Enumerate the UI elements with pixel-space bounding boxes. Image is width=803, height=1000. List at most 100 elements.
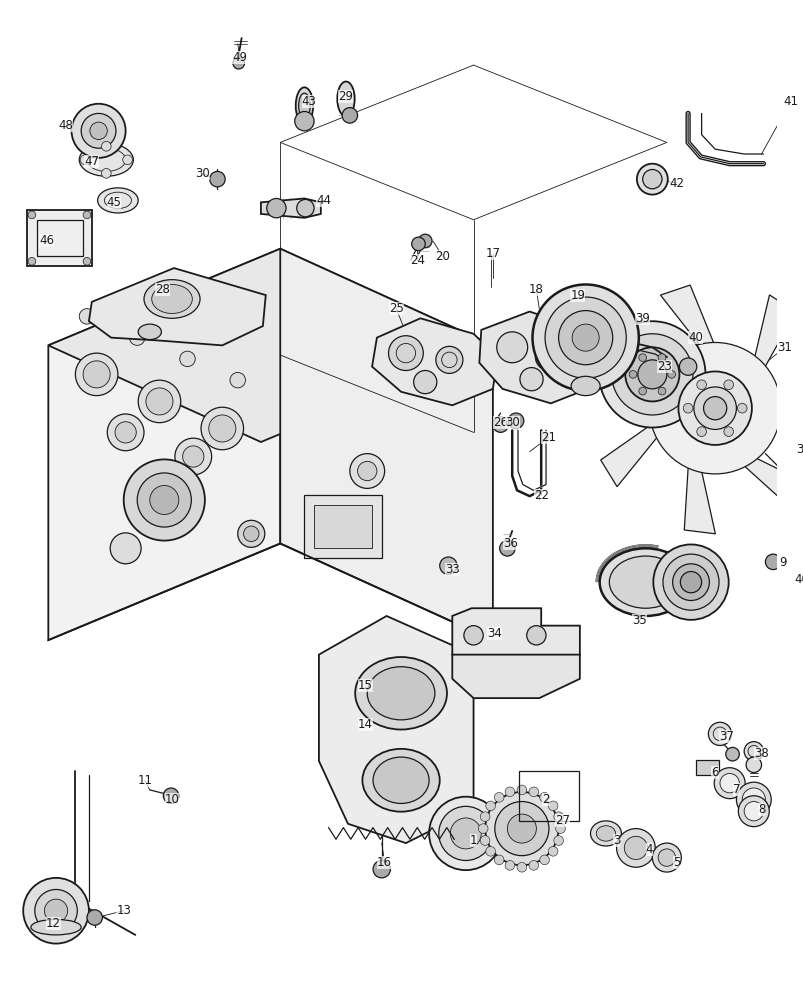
Circle shape: [638, 354, 646, 361]
Circle shape: [149, 486, 178, 514]
Circle shape: [238, 520, 264, 547]
Circle shape: [787, 574, 800, 588]
Text: 40: 40: [687, 331, 703, 344]
Circle shape: [439, 557, 457, 574]
Circle shape: [723, 427, 732, 436]
Text: 16: 16: [377, 856, 392, 869]
Circle shape: [611, 334, 692, 415]
Circle shape: [741, 788, 764, 811]
Circle shape: [83, 211, 91, 219]
Circle shape: [649, 342, 780, 474]
Ellipse shape: [589, 821, 621, 846]
Bar: [37, 220, 83, 256]
Ellipse shape: [355, 657, 446, 730]
Text: 15: 15: [357, 679, 373, 692]
Circle shape: [342, 108, 357, 123]
Circle shape: [499, 541, 515, 556]
Circle shape: [137, 473, 191, 527]
Circle shape: [450, 818, 481, 849]
Circle shape: [535, 343, 562, 370]
Polygon shape: [261, 198, 320, 218]
Circle shape: [744, 802, 763, 821]
Text: 44: 44: [316, 194, 331, 207]
Circle shape: [624, 836, 646, 860]
Circle shape: [478, 824, 487, 833]
Circle shape: [642, 169, 661, 189]
Text: 19: 19: [569, 289, 585, 302]
Circle shape: [494, 855, 503, 865]
Text: 42: 42: [668, 177, 683, 190]
Text: 2: 2: [541, 793, 549, 806]
Circle shape: [180, 351, 195, 367]
Ellipse shape: [97, 188, 138, 213]
Circle shape: [725, 747, 739, 761]
Circle shape: [528, 861, 538, 870]
Circle shape: [492, 417, 507, 432]
Circle shape: [494, 792, 503, 802]
Circle shape: [83, 361, 110, 388]
Text: 36: 36: [502, 537, 517, 550]
Polygon shape: [372, 318, 497, 405]
Ellipse shape: [31, 919, 81, 935]
Polygon shape: [719, 443, 803, 508]
Text: 49: 49: [232, 51, 247, 64]
Circle shape: [723, 380, 732, 390]
Circle shape: [528, 787, 538, 797]
Circle shape: [713, 768, 744, 799]
Text: 21: 21: [540, 431, 556, 444]
Circle shape: [357, 461, 377, 481]
Circle shape: [243, 526, 259, 542]
Ellipse shape: [662, 554, 718, 610]
Text: 26: 26: [492, 416, 507, 429]
Polygon shape: [479, 312, 601, 403]
Circle shape: [438, 806, 492, 860]
Circle shape: [233, 57, 244, 69]
Circle shape: [101, 169, 111, 178]
Text: 23: 23: [657, 360, 671, 373]
Circle shape: [658, 354, 665, 361]
Circle shape: [494, 802, 548, 856]
Text: 40: 40: [793, 573, 803, 586]
Circle shape: [520, 368, 543, 391]
Ellipse shape: [609, 556, 681, 608]
Circle shape: [507, 413, 524, 428]
Circle shape: [138, 380, 181, 423]
Circle shape: [683, 403, 692, 413]
Circle shape: [744, 742, 763, 761]
Circle shape: [35, 889, 77, 932]
Circle shape: [463, 626, 483, 645]
Ellipse shape: [362, 749, 439, 812]
Text: 6: 6: [711, 766, 718, 779]
Circle shape: [616, 829, 654, 867]
Circle shape: [764, 554, 780, 570]
Circle shape: [296, 199, 314, 217]
Circle shape: [532, 284, 638, 391]
Circle shape: [418, 234, 431, 248]
Ellipse shape: [570, 376, 599, 396]
Circle shape: [124, 459, 205, 541]
Text: 38: 38: [753, 747, 768, 760]
Text: 46: 46: [39, 234, 54, 247]
Circle shape: [736, 782, 770, 817]
Circle shape: [163, 788, 178, 803]
Ellipse shape: [296, 87, 312, 124]
Circle shape: [636, 164, 667, 195]
Text: 13: 13: [116, 904, 131, 917]
Text: 20: 20: [434, 250, 450, 263]
Text: 5: 5: [672, 856, 679, 869]
Circle shape: [516, 785, 526, 795]
Text: 10: 10: [165, 793, 179, 806]
Circle shape: [81, 113, 116, 148]
Circle shape: [388, 336, 422, 370]
Bar: [518, 771, 578, 821]
Text: 32: 32: [796, 443, 803, 456]
Ellipse shape: [337, 82, 354, 116]
Circle shape: [75, 353, 118, 396]
Text: 4: 4: [645, 843, 652, 856]
Circle shape: [485, 846, 495, 856]
Ellipse shape: [679, 572, 701, 593]
Bar: [304, 495, 381, 558]
Circle shape: [693, 387, 736, 429]
Circle shape: [679, 358, 696, 375]
Circle shape: [539, 792, 548, 802]
